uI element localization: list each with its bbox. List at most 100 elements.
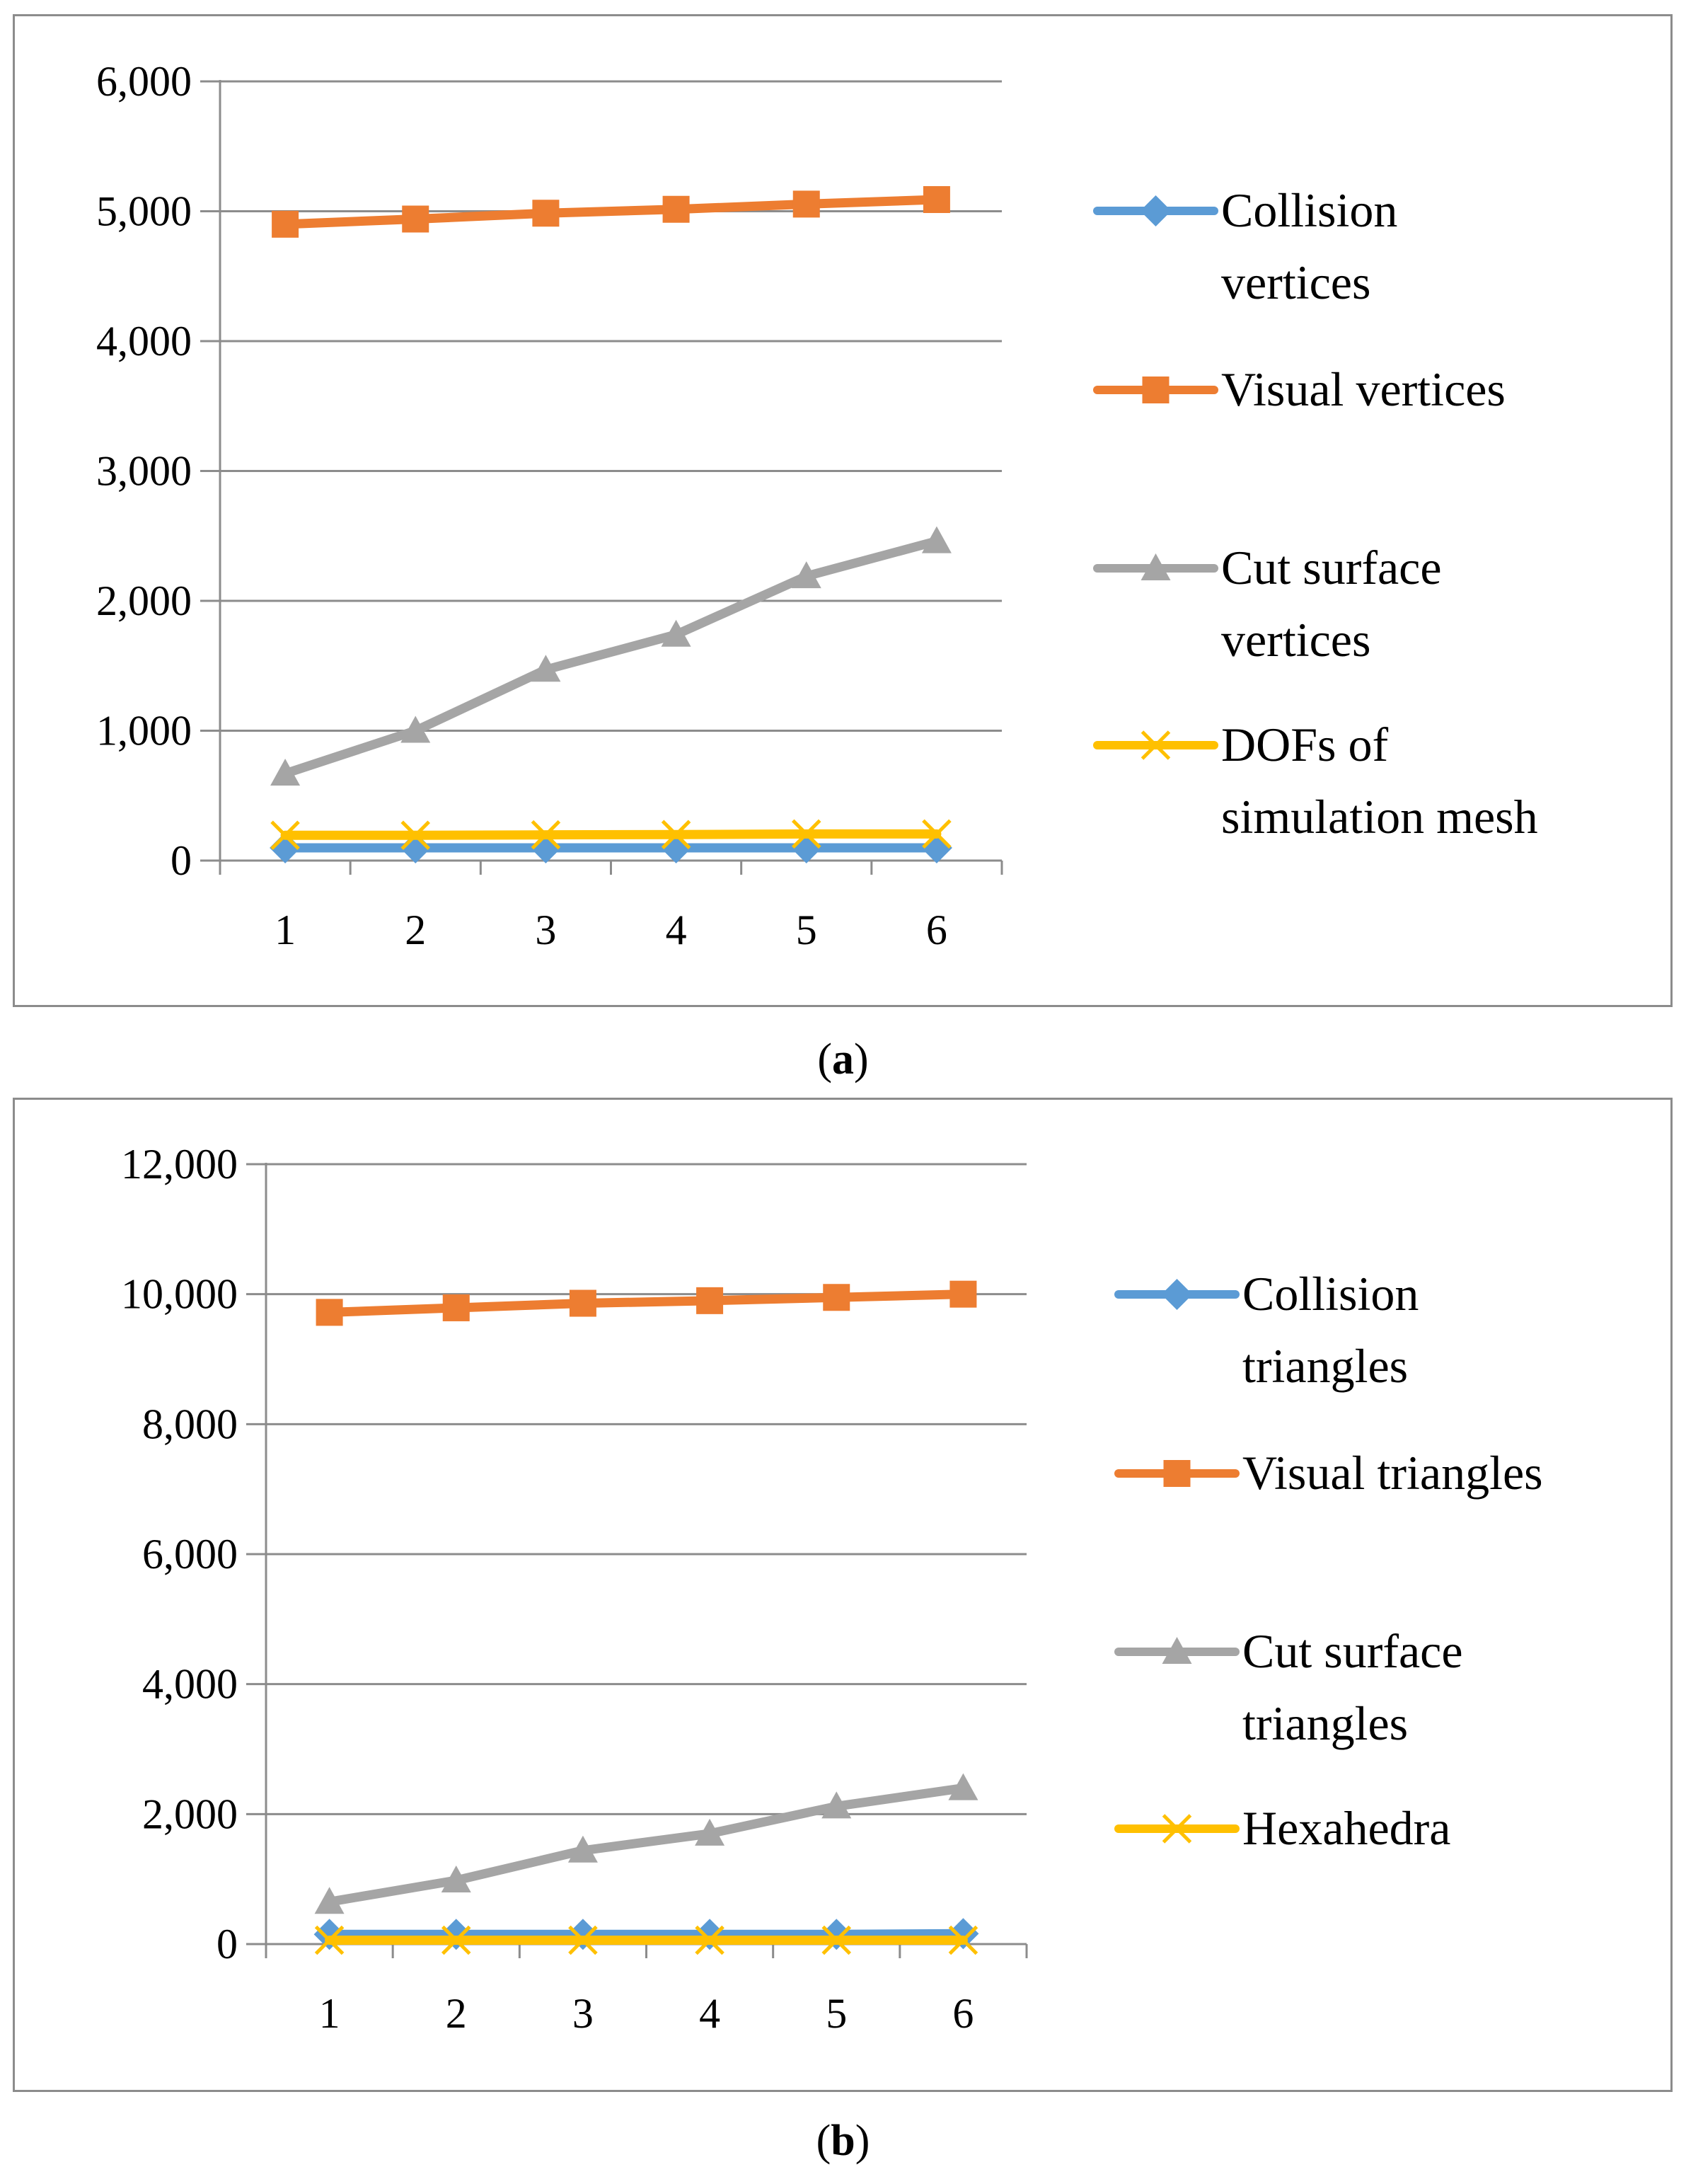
chart-a-data-point: [791, 819, 821, 849]
chart-b-data-point: [442, 1294, 470, 1321]
chart-b-data-point: [567, 1835, 598, 1863]
chart-b-data-point: [441, 1925, 471, 1955]
chart-b-data-point: [823, 1284, 850, 1311]
chart-a-legend-item: Visual vertices: [1093, 362, 1506, 416]
chart-a-legend-label: Cut surface: [1221, 541, 1442, 594]
chart-a-legend-marker: [1140, 195, 1172, 226]
chart-b-x-tick-label: 5: [826, 1990, 847, 2037]
chart-a-y-tick-label: 5,000: [96, 188, 192, 235]
chart-a-data-point: [530, 832, 562, 864]
chart-b: 0 2,000 4,000 6,000 8,000 10,000 12,000 1 2 3 4 5 6 C…: [121, 1141, 1543, 2037]
chart-b-series-line: [325, 1783, 968, 1907]
chart-b-legend-marker: [1163, 1460, 1191, 1487]
chart-b-data-point: [314, 1925, 345, 1955]
caption-a-label: a: [832, 1035, 854, 1084]
chart-a-legend-item: DOFs of simulation mesh: [1093, 718, 1538, 844]
chart-b-data-point: [695, 1818, 725, 1846]
chart-a-data-point: [402, 205, 429, 233]
chart-a-data-point-stroke-2: [661, 820, 691, 850]
chart-b-y-tick-label: 0: [216, 1921, 238, 1967]
chart-a-legend-label: DOFs of: [1221, 718, 1388, 771]
chart-a-data-point: [661, 820, 691, 850]
chart-b-x-tick-label: 4: [699, 1990, 720, 2037]
chart-a-data-point: [532, 200, 560, 227]
chart-b-y-tick-label: 12,000: [121, 1141, 238, 1188]
chart-b-data-point: [568, 1925, 598, 1955]
chart-a-data-point-stroke-2: [922, 819, 952, 849]
chart-a-data-point: [270, 759, 301, 786]
chart-a-series-4: [270, 819, 952, 850]
chart-b-y-tick-label: 8,000: [142, 1401, 238, 1447]
chart-b-data-point: [821, 1925, 852, 1955]
chart-a-data-point: [792, 190, 820, 218]
chart-b-data-point: [695, 1925, 724, 1955]
chart-b-legend-label: Visual triangles: [1242, 1446, 1543, 1500]
chart-a-data-point-stroke-2: [791, 819, 821, 849]
chart-a-x-tick-label: 1: [275, 907, 296, 953]
chart-a-data-point: [531, 655, 561, 682]
chart-a-legend-item: Collision vertices: [1093, 183, 1397, 309]
chart-b-data-point-stroke-2: [441, 1925, 471, 1955]
caption-b: (b): [816, 2117, 870, 2165]
chart-a-data-point: [922, 819, 952, 849]
chart-a-data-point: [400, 832, 432, 864]
chart-a-data-point: [400, 820, 431, 850]
chart-a-data-point-stroke-2: [531, 820, 561, 850]
chart-b-data-point: [316, 1299, 343, 1326]
chart-a-data-point: [272, 210, 299, 238]
chart-b-x-tick-label: 3: [572, 1990, 594, 2037]
chart-b-x-tick-label: 2: [446, 1990, 467, 2037]
chart-b-data-point: [821, 1919, 853, 1950]
chart-b-data-point: [948, 1925, 978, 1955]
chart-b-legend-item: Collision triangles: [1114, 1267, 1419, 1393]
chart-b-legend-label: Cut surface: [1242, 1624, 1463, 1678]
chart-a-x-tick-label: 2: [405, 907, 426, 953]
chart-b-series-line: [325, 1929, 968, 1939]
chart-b-data-point-stroke-2: [821, 1925, 852, 1955]
chart-b-y-tick-label: 2,000: [142, 1791, 238, 1837]
chart-b-data-point-stroke-2: [314, 1925, 345, 1955]
chart-b-legend-label: Hexahedra: [1242, 1801, 1450, 1855]
chart-b-y-tick-label: 4,000: [142, 1661, 238, 1708]
chart-b-data-point: [821, 1791, 852, 1819]
chart-a-legend-marker: [1141, 553, 1171, 580]
chart-b-data-point: [948, 1773, 978, 1800]
chart-b-y-tick-label: 6,000: [142, 1531, 238, 1577]
chart-a-data-point: [921, 526, 952, 553]
chart-b-series-3: [314, 1773, 978, 1914]
chart-a-data-point: [531, 820, 561, 850]
chart-a-data-point: [662, 195, 690, 223]
chart-a-data-point: [400, 715, 431, 743]
chart-a-legend-label: Visual vertices: [1221, 362, 1506, 416]
chart-a-series-line: [280, 536, 942, 778]
chart-b-data-point: [949, 1280, 977, 1308]
chart-a-data-point: [661, 619, 691, 647]
chart-b-data-point: [314, 1887, 345, 1914]
chart-b-x-tick-label: 1: [319, 1990, 340, 2037]
chart-a-data-point: [791, 561, 821, 589]
chart-a-y-tick-label: 0: [171, 837, 192, 884]
chart-a-legend-label: vertices: [1221, 613, 1370, 667]
chart-b-data-point-stroke-2: [695, 1925, 724, 1955]
chart-b-legend-item: Cut surface triangles: [1114, 1624, 1463, 1750]
chart-a-y-tick-label: 4,000: [96, 318, 192, 364]
chart-a-series-line: [280, 195, 942, 229]
chart-b-data-point: [694, 1919, 726, 1950]
chart-b-x-tick-label: 6: [952, 1990, 974, 2037]
chart-a-data-point-stroke-2: [400, 820, 431, 850]
chart-b-legend-item: Visual triangles: [1114, 1446, 1543, 1500]
chart-a-y-tick-label: 1,000: [96, 708, 192, 754]
chart-b-series-4: [314, 1925, 978, 1955]
chart-a-data-point: [270, 832, 301, 864]
chart-b-data-point: [569, 1289, 596, 1317]
chart-b-legend-label: triangles: [1242, 1696, 1408, 1750]
chart-a-y-tick-label: 6,000: [96, 58, 192, 105]
chart-a-legend-label: simulation mesh: [1221, 790, 1538, 844]
chart-a-series-2: [272, 185, 950, 238]
chart-a-y-tick-label: 3,000: [96, 448, 192, 495]
chart-b-legend-marker: [1162, 1814, 1192, 1844]
chart-a-data-point: [270, 820, 300, 850]
chart-b-data-point: [440, 1919, 472, 1950]
chart-a-legend-label: Collision: [1221, 183, 1397, 237]
chart-a-legend-marker-stroke-2: [1141, 730, 1171, 760]
